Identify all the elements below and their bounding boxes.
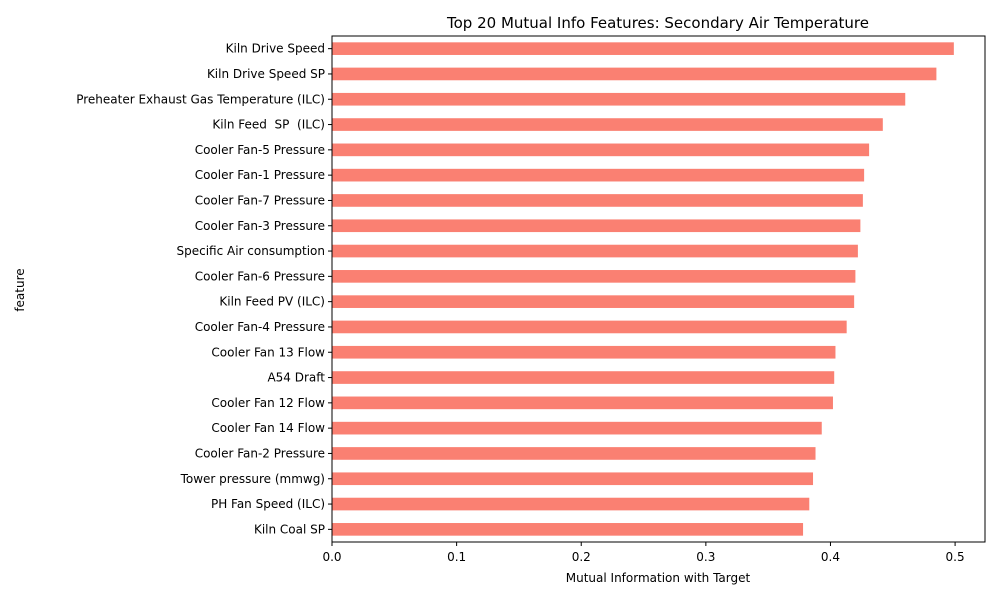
bar [332,497,810,511]
bar [332,118,883,131]
y-tick-label: Cooler Fan-3 Pressure [195,219,325,233]
y-tick-label: Kiln Drive Speed [226,42,325,56]
x-tick-label: 0.1 [447,550,466,564]
bar [332,67,937,81]
y-tick-label: PH Fan Speed (ILC) [211,497,325,511]
bar [332,421,822,435]
x-tick-label: 0.5 [946,550,965,564]
x-tick-label: 0.0 [322,550,341,564]
y-tick-label: Cooler Fan-7 Pressure [195,193,325,207]
bar [332,270,856,283]
bar [332,396,833,410]
y-tick-label: Kiln Coal SP [254,522,325,536]
y-tick-labels: Kiln Drive Speed Kiln Drive Speed SP Prehe… [76,42,332,536]
y-tick-label: Cooler Fan-6 Pressure [195,269,325,283]
x-axis-title: Mutual Information with Target [566,571,751,585]
y-tick-label: Kiln Feed PV (ILC) [219,295,325,309]
bar [332,42,954,55]
y-axis-title: feature [13,268,27,311]
bar [332,92,906,106]
y-tick-label: A54 Draft [267,371,325,385]
bar [332,194,863,207]
y-tick-label: Cooler Fan-5 Pressure [195,143,325,157]
plot-frame [331,35,986,543]
y-tick-label: Preheater Exhaust Gas Temperature (ILC) [76,92,325,106]
y-tick-label: Cooler Fan-4 Pressure [195,320,325,334]
bar [332,295,855,308]
y-tick-label: Kiln Feed SP (ILC) [212,118,325,132]
bar [332,523,804,536]
x-tick-labels: 0.0 0.1 0.2 0.3 0.4 0.5 [322,542,965,564]
y-tick-label: Kiln Drive Speed SP [207,67,325,81]
bar [332,219,861,233]
y-tick-label: Specific Air consumption [176,244,325,258]
y-tick-label: Cooler Fan 14 Flow [211,421,325,435]
bar [332,345,836,359]
x-tick-label: 0.3 [696,550,715,564]
bar [332,244,858,258]
y-tick-label: Cooler Fan 13 Flow [211,345,325,359]
bar [332,168,865,182]
y-tick-label: Cooler Fan 12 Flow [211,396,325,410]
x-tick-label: 0.2 [572,550,591,564]
bar [332,143,870,157]
bar [332,472,814,486]
y-tick-label: Tower pressure (mmwg) [180,472,325,486]
chart-title: Top 20 Mutual Info Features: Secondary A… [446,14,869,32]
y-tick-label: Cooler Fan-1 Pressure [195,168,325,182]
bar [332,371,835,384]
bar [332,447,816,460]
x-tick-label: 0.4 [821,550,840,564]
y-tick-label: Cooler Fan-2 Pressure [195,446,325,460]
bar [332,320,847,334]
bars-group [332,42,954,536]
